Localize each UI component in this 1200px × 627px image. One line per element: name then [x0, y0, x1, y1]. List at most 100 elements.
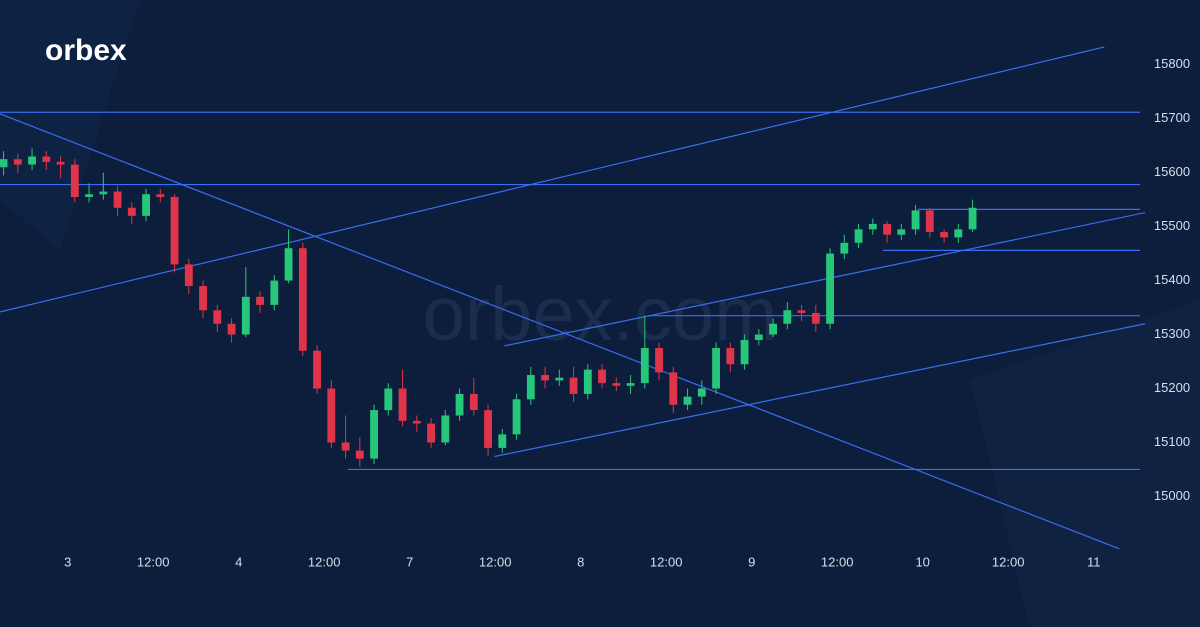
candle-body: [740, 339, 749, 365]
x-tick-label: 9: [748, 554, 755, 569]
candle-body: [370, 410, 378, 459]
candle-body: [541, 375, 549, 381]
candle-body: [398, 388, 407, 421]
candle-body: [241, 296, 250, 335]
candle-body: [655, 348, 663, 373]
candle-body: [0, 159, 8, 168]
candle-body: [498, 434, 507, 448]
candle-body: [569, 377, 578, 394]
watermark: orbex.com: [423, 272, 778, 357]
candle-body: [626, 383, 635, 386]
candle-body: [469, 393, 478, 411]
candle-body: [412, 420, 421, 424]
candle-body: [883, 223, 891, 235]
candle-body: [484, 410, 492, 448]
candle-body: [270, 280, 279, 305]
candle-body: [28, 156, 36, 165]
candle-body: [127, 207, 136, 216]
candle-body: [13, 159, 22, 165]
candle-body: [56, 161, 65, 165]
candle-body: [156, 194, 165, 197]
candle-body: [441, 415, 450, 443]
candle-body: [227, 323, 236, 335]
y-tick-label: 15800: [1154, 56, 1190, 71]
candle-body: [327, 388, 336, 443]
x-tick-label: 12:00: [650, 554, 683, 569]
x-tick-label: 10: [915, 554, 929, 569]
trend-line: [504, 212, 1146, 347]
candle-body: [826, 253, 834, 324]
trend-line: [0, 113, 1120, 550]
candle-body: [783, 310, 792, 324]
candle-body: [683, 396, 692, 405]
candle-body: [555, 377, 564, 381]
y-tick-label: 15300: [1154, 326, 1190, 341]
candle-body: [199, 285, 207, 311]
candle-body: [712, 348, 720, 389]
candle-body: [355, 450, 364, 459]
candle-body: [897, 229, 906, 235]
candle-body: [940, 232, 948, 238]
candle-body: [840, 242, 849, 254]
candle-body: [341, 442, 350, 451]
candle-body: [384, 388, 393, 411]
candle-body: [512, 399, 521, 435]
x-tick-label: 4: [235, 554, 242, 569]
candle-body: [284, 248, 293, 281]
candle-body: [854, 229, 863, 243]
candle-body: [113, 191, 122, 208]
x-tick-label: 3: [64, 554, 71, 569]
y-tick-label: 15700: [1154, 110, 1190, 125]
candle-body: [313, 350, 321, 389]
x-tick-label: 12:00: [137, 554, 170, 569]
candle-body: [925, 210, 934, 233]
candle-body: [640, 348, 649, 384]
candle-body: [868, 223, 877, 230]
candle-body: [42, 156, 51, 162]
y-tick-label: 15500: [1154, 218, 1190, 233]
x-tick-label: 11: [1087, 554, 1101, 569]
y-tick-label: 15400: [1154, 272, 1190, 287]
x-tick-label: 12:00: [308, 554, 341, 569]
candle-body: [427, 423, 435, 443]
candle-body: [697, 388, 706, 397]
candle-body: [526, 375, 535, 400]
trend-line: [494, 323, 1146, 458]
x-tick-label: 12:00: [992, 554, 1025, 569]
x-tick-label: 12:00: [821, 554, 854, 569]
candle-body: [911, 210, 920, 230]
candle-body: [968, 207, 977, 230]
x-tick-label: 12:00: [479, 554, 512, 569]
candle-body: [70, 164, 79, 197]
candle-body: [669, 372, 678, 405]
y-tick-label: 15100: [1154, 434, 1190, 449]
candle-body: [99, 191, 108, 195]
x-tick-label: 7: [406, 554, 413, 569]
candle-body: [213, 310, 222, 324]
candle-body: [85, 194, 93, 197]
candle-body: [612, 383, 621, 386]
decor: [970, 300, 1200, 627]
trend-line: [0, 46, 1105, 313]
candle-body: [184, 264, 193, 286]
x-tick-label: 8: [577, 554, 584, 569]
candle-body: [298, 248, 307, 351]
candle-body: [256, 296, 264, 305]
candle-body: [811, 312, 820, 324]
candle-body: [954, 229, 963, 238]
candle-body: [598, 369, 606, 384]
y-tick-label: 15000: [1154, 488, 1190, 503]
candle-body: [170, 196, 179, 265]
candle-body: [726, 348, 735, 365]
candle-body: [754, 334, 763, 340]
y-tick-label: 15200: [1154, 380, 1190, 395]
candle-body: [142, 194, 150, 216]
logo: orbex: [45, 34, 127, 67]
candle-body: [583, 369, 592, 394]
decor: [0, 0, 140, 250]
candle-body: [455, 393, 464, 416]
candle-body: [797, 310, 806, 313]
candle-body: [769, 323, 777, 335]
